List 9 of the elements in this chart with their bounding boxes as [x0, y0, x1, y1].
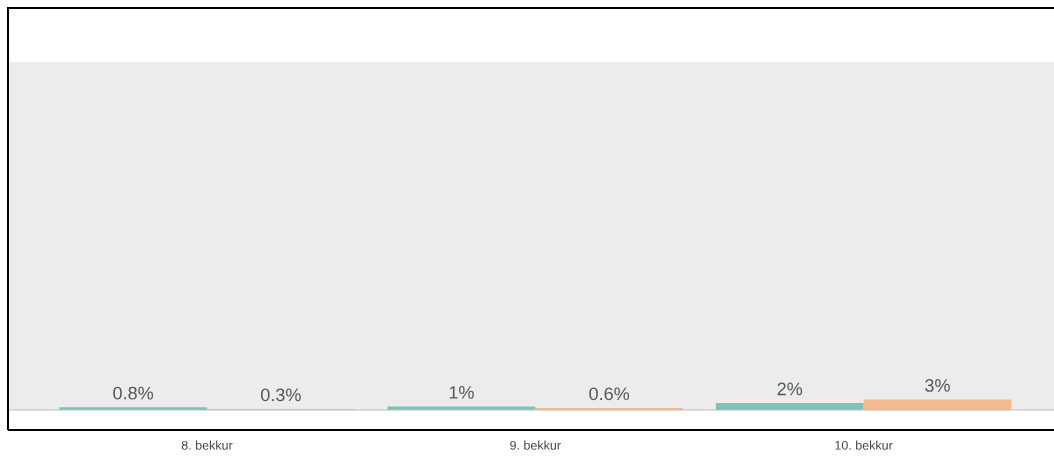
data-label: 0.8%: [113, 386, 154, 400]
data-label: 1%: [449, 386, 474, 399]
data-label: 3%: [925, 379, 950, 392]
x-tick-label: 8. bekkur: [181, 440, 233, 450]
x-tick-label: 10. bekkur: [835, 440, 893, 450]
data-label: 0.6%: [589, 387, 630, 401]
x-tick-label: 9. bekkur: [510, 440, 561, 450]
data-label: 0.3%: [260, 388, 301, 402]
data-label: 2%: [777, 382, 803, 396]
